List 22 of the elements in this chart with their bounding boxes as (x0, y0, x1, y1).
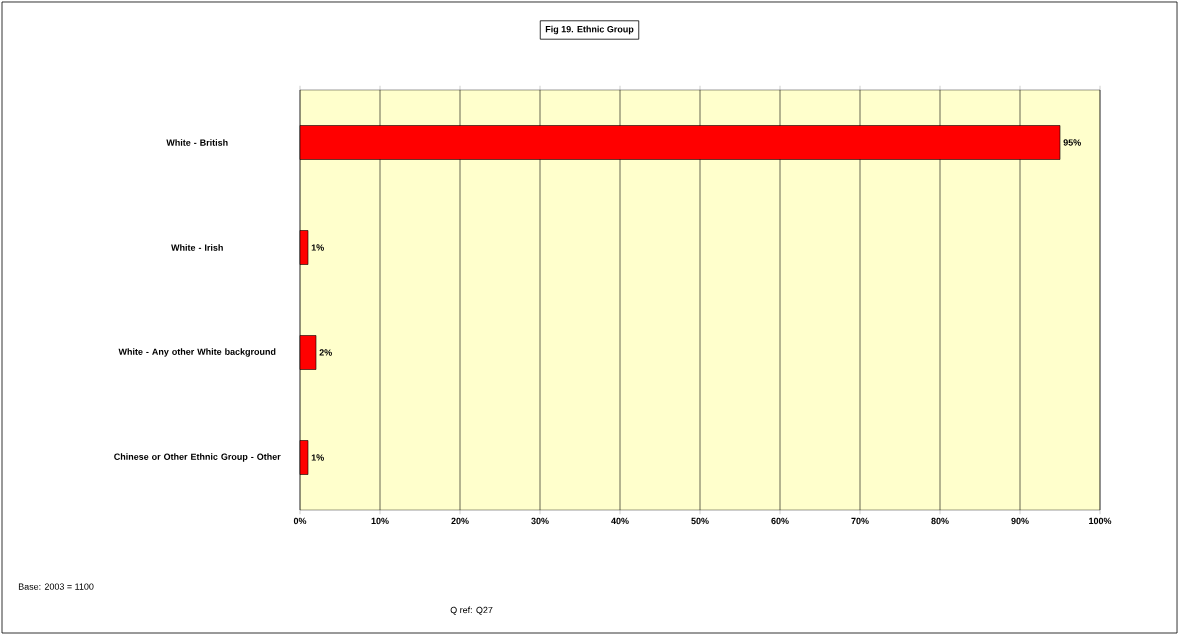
data-label: 1% (311, 244, 324, 251)
x-tick-label: 60% (771, 517, 789, 525)
x-tick-label: 10% (371, 517, 389, 525)
x-tick-label: 90% (1011, 517, 1029, 525)
data-label: 1% (311, 454, 324, 461)
x-tick-label: 70% (851, 517, 869, 525)
data-label: 95% (1063, 139, 1081, 146)
y-tick-label: White - British (166, 139, 228, 146)
y-tick-label: White - Any other White background (118, 348, 276, 357)
x-tick-label: 30% (531, 517, 549, 525)
data-label: 2% (319, 349, 332, 356)
x-tick-label: 80% (931, 517, 949, 525)
text: Q ref: Q27 (450, 606, 493, 615)
chart-title: Fig 19. Ethnic Group (545, 25, 634, 35)
y-tick-label: Chinese or Other Ethnic Group - Other (114, 453, 281, 462)
text: Base: 2003 = 1100 (18, 583, 94, 590)
x-tick-label: 100% (1089, 517, 1112, 525)
x-tick-label: 0% (293, 517, 307, 525)
y-tick-label: White - Irish (171, 244, 223, 251)
x-tick-label: 50% (691, 517, 709, 525)
x-tick-label: 20% (451, 517, 469, 525)
x-tick-label: 40% (611, 517, 629, 525)
